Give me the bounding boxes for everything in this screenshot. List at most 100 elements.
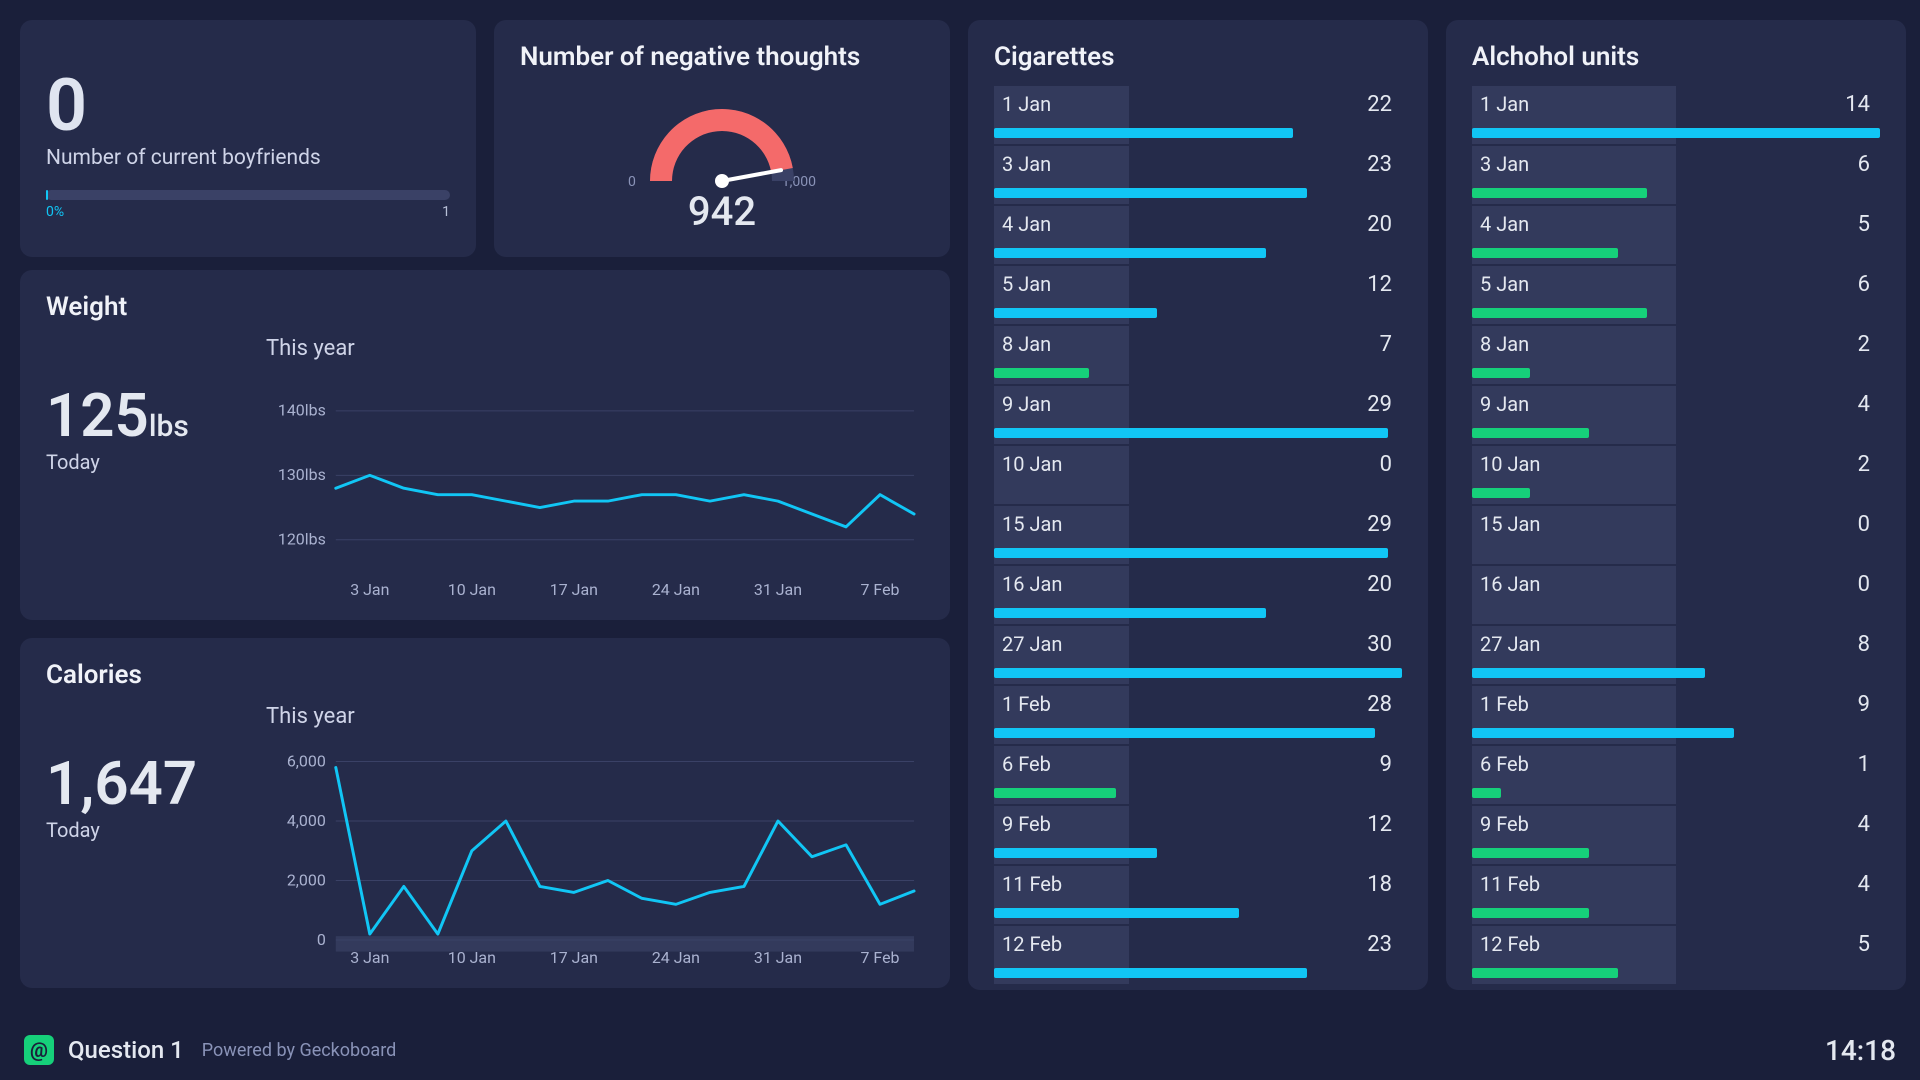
bar-label: 6 Feb (1480, 752, 1529, 776)
bar-value: 30 (1367, 632, 1392, 657)
bar-label: 5 Jan (1002, 272, 1051, 296)
weight-card: Weight 125lbs Today This year 140lbs130l… (20, 270, 950, 620)
bar-label: 1 Jan (1480, 92, 1529, 116)
svg-text:0: 0 (317, 930, 326, 949)
bar-value: 5 (1858, 932, 1870, 957)
gauge-wrap (622, 86, 822, 186)
svg-text:120lbs: 120lbs (278, 530, 326, 549)
bar-fill (994, 668, 1402, 678)
calories-card: Calories 1,647 Today This year 6,0004,00… (20, 638, 950, 988)
bar-value: 28 (1367, 692, 1392, 717)
bar-label: 15 Jan (1002, 512, 1062, 536)
alcohol-card: Alchohol units 1 Jan143 Jan64 Jan55 Jan6… (1446, 20, 1906, 990)
gauge-card: Number of negative thoughts 0 1,000 942 (494, 20, 950, 257)
weight-chart: 140lbs130lbs120lbs3 Jan10 Jan17 Jan24 Ja… (266, 369, 924, 601)
calories-title: Calories (46, 660, 924, 690)
bar-fill (994, 848, 1157, 858)
bar-fill (1472, 128, 1880, 138)
bar-fill (994, 728, 1375, 738)
calories-value: 1,647 (46, 748, 197, 819)
bar-row: 3 Jan6 (1472, 146, 1880, 204)
bar-row: 8 Jan2 (1472, 326, 1880, 384)
svg-text:3 Jan: 3 Jan (350, 948, 389, 967)
bar-value: 20 (1367, 572, 1392, 597)
bar-fill (994, 548, 1388, 558)
bar-label: 11 Feb (1480, 872, 1540, 896)
gauge-svg (622, 86, 822, 196)
bar-value: 23 (1367, 152, 1392, 177)
bar-fill (994, 968, 1307, 978)
dashboard-grid: 0 Number of current boyfriends 0% 1 Numb… (0, 0, 1920, 1010)
bar-label: 10 Jan (1480, 452, 1540, 476)
bar-label: 3 Jan (1480, 152, 1529, 176)
svg-text:17 Jan: 17 Jan (550, 580, 598, 599)
bar-value: 1 (1858, 752, 1870, 777)
bar-value: 4 (1858, 392, 1870, 417)
footer-clock: 14:18 (1825, 1034, 1896, 1067)
bar-row: 1 Feb9 (1472, 686, 1880, 744)
bar-label: 12 Feb (1002, 932, 1062, 956)
weight-unit: lbs (149, 409, 189, 444)
bar-fill (994, 608, 1266, 618)
bar-label: 5 Jan (1480, 272, 1529, 296)
bar-fill (1472, 968, 1618, 978)
bar-fill (1472, 908, 1589, 918)
bar-label: 9 Jan (1480, 392, 1529, 416)
bar-fill (994, 908, 1239, 918)
svg-text:7 Feb: 7 Feb (861, 948, 900, 967)
bar-value: 5 (1858, 212, 1870, 237)
bar-value: 29 (1367, 512, 1392, 537)
bar-value: 2 (1858, 332, 1870, 357)
bar-value: 4 (1858, 812, 1870, 837)
bar-label: 9 Feb (1002, 812, 1051, 836)
bar-row: 27 Jan30 (994, 626, 1402, 684)
bar-row: 5 Jan6 (1472, 266, 1880, 324)
bar-label: 6 Feb (1002, 752, 1051, 776)
bar-value: 9 (1380, 752, 1392, 777)
bar-value: 29 (1367, 392, 1392, 417)
bar-row: 8 Jan7 (994, 326, 1402, 384)
bar-row: 6 Feb 9 (994, 746, 1402, 804)
bar-row: 4 Jan20 (994, 206, 1402, 264)
bar-fill (994, 248, 1266, 258)
bar-row: 9 Feb12 (994, 806, 1402, 864)
footer-powered: Powered by Geckoboard (202, 1040, 397, 1061)
bar-fill (994, 428, 1388, 438)
svg-text:10 Jan: 10 Jan (448, 948, 496, 967)
bar-label: 9 Jan (1002, 392, 1051, 416)
bar-label: 1 Feb (1002, 692, 1051, 716)
weight-value: 125 (46, 380, 149, 451)
bar-label: 4 Jan (1480, 212, 1529, 236)
svg-text:17 Jan: 17 Jan (550, 948, 598, 967)
bar-row: 4 Jan 5 (1472, 206, 1880, 264)
svg-text:31 Jan: 31 Jan (754, 948, 802, 967)
calories-summary: 1,647 Today (46, 704, 246, 966)
cigarettes-title: Cigarettes (994, 42, 1402, 72)
bar-row: 16 Jan20 (994, 566, 1402, 624)
bar-label: 1 Feb (1480, 692, 1529, 716)
boyfriends-label: Number of current boyfriends (46, 146, 450, 170)
bar-fill (1472, 188, 1647, 198)
boyfriends-card: 0 Number of current boyfriends 0% 1 (20, 20, 476, 257)
bar-fill (1472, 248, 1618, 258)
bar-row: 5 Jan 12 (994, 266, 1402, 324)
svg-text:24 Jan: 24 Jan (652, 948, 700, 967)
calories-chart-area: This year 6,0004,0002,00003 Jan10 Jan17 … (266, 704, 924, 966)
bar-label: 8 Jan (1002, 332, 1051, 356)
bar-row: 1 Jan14 (1472, 86, 1880, 144)
footer-title: Question 1 (68, 1036, 184, 1064)
bar-value: 8 (1858, 632, 1870, 657)
bar-value: 4 (1858, 872, 1870, 897)
svg-text:140lbs: 140lbs (278, 401, 326, 420)
bar-fill (1472, 668, 1705, 678)
cigarettes-bars: 1 Jan223 Jan234 Jan205 Jan128 Jan79 Jan2… (994, 86, 1402, 984)
bar-value: 12 (1367, 272, 1392, 297)
bar-row: 15 Jan 29 (994, 506, 1402, 564)
cigarettes-card: Cigarettes 1 Jan223 Jan234 Jan205 Jan128… (968, 20, 1428, 990)
svg-text:7 Feb: 7 Feb (861, 580, 900, 599)
boyfriends-value: 0 (46, 70, 450, 142)
bar-label: 16 Jan (1480, 572, 1540, 596)
bar-row: 11 Feb 4 (1472, 866, 1880, 924)
boyfriends-progress-track (46, 190, 450, 200)
weight-today-label: Today (46, 450, 246, 474)
